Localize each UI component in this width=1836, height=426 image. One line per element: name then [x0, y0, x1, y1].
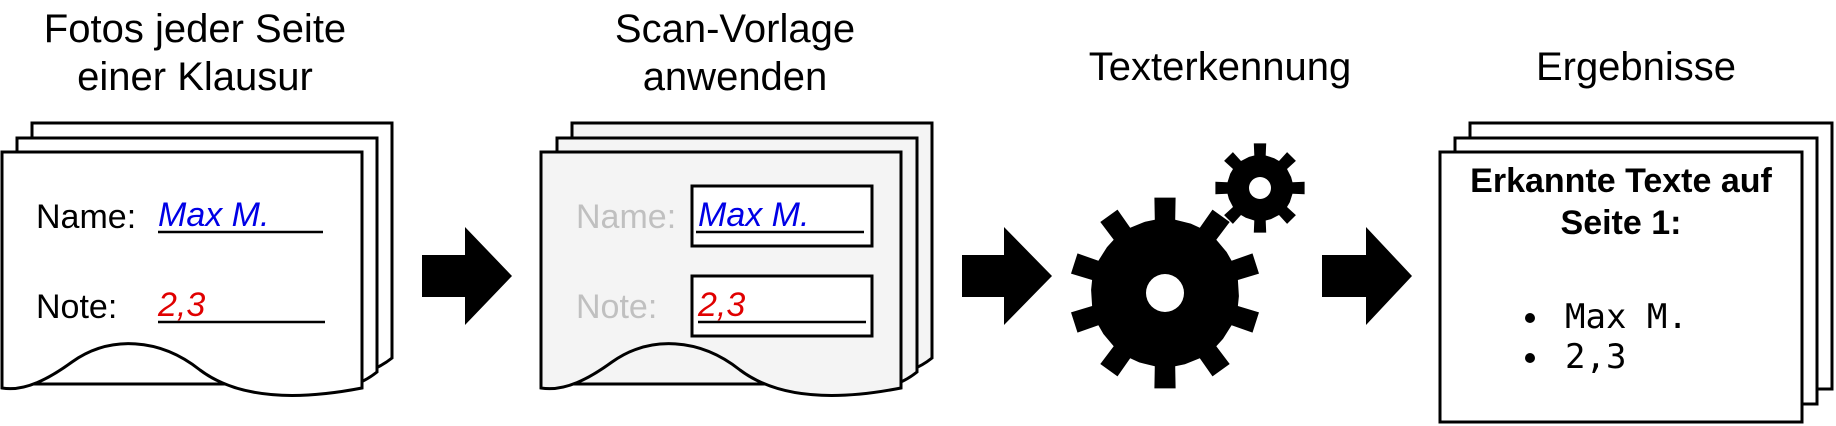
template-name-value: Max M. [698, 196, 809, 234]
step-1-title-line-2: einer Klausur [77, 55, 313, 99]
step-1-title-line-1: Fotos jeder Seite [44, 7, 346, 51]
results-heading-line-2: Seite 1: [1561, 204, 1682, 242]
step-2-title-line-2: anwenden [643, 55, 828, 99]
result-item-1: Max M. [1565, 297, 1688, 337]
small-gear-icon [1215, 143, 1305, 233]
arrow-right-icon [962, 227, 1052, 325]
results-page-front [1438, 150, 1804, 424]
small-gear-hole [1249, 177, 1271, 199]
exam-grade-value: 2,3 [157, 286, 205, 324]
bullet-icon [1525, 313, 1535, 323]
step-3-title: Texterkennung [1089, 45, 1351, 89]
step-1-title: Fotos jeder Seite einer Klausur [44, 7, 346, 99]
bullet-icon [1525, 353, 1535, 363]
exam-name-label: Name: [36, 198, 136, 236]
exam-name-value: Max M. [158, 196, 269, 234]
results-heading-line-1: Erkannte Texte auf [1470, 162, 1772, 200]
template-grade-value: 2,3 [697, 286, 745, 324]
arrow-right-icon [422, 227, 512, 325]
large-gear-icon [1071, 197, 1259, 389]
template-name-label: Name: [576, 198, 676, 236]
exam-page-front [0, 150, 364, 397]
step-4-title: Ergebnisse [1536, 45, 1736, 89]
template-pages-stack: Name: Max M. Note: 2,3 [539, 121, 934, 397]
big-gear-hole [1146, 274, 1184, 312]
template-grade-box [690, 274, 874, 338]
template-name-box [690, 184, 874, 248]
gears-icon [1071, 143, 1305, 389]
step-4-title-line-1: Ergebnisse [1536, 45, 1736, 89]
result-item-2: 2,3 [1565, 337, 1626, 377]
step-3-title-line-1: Texterkennung [1089, 45, 1351, 89]
results-pages-stack: Erkannte Texte auf Seite 1: Max M. 2,3 [1438, 121, 1834, 424]
arrow-right-icon [1322, 227, 1412, 325]
step-2-title-line-1: Scan-Vorlage [615, 7, 855, 51]
exam-grade-label: Note: [36, 288, 117, 326]
step-2-title: Scan-Vorlage anwenden [615, 7, 855, 99]
template-grade-label: Note: [576, 288, 657, 326]
exam-pages-stack: Name: Max M. Note: 2,3 [0, 121, 394, 397]
